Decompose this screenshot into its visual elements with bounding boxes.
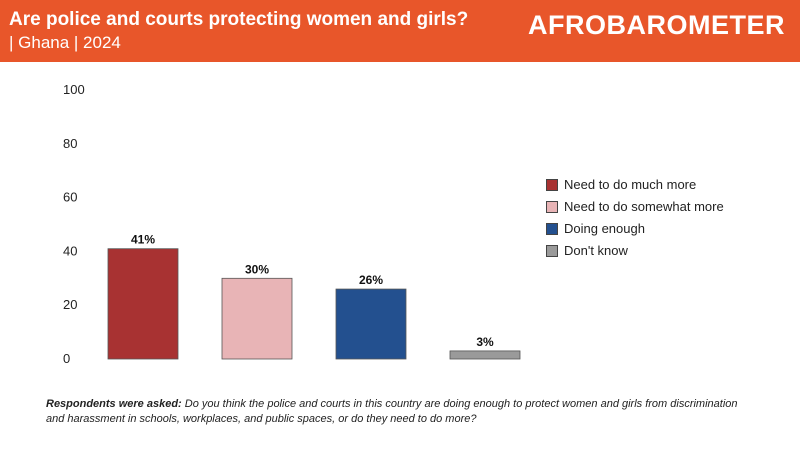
legend-swatch [546, 179, 558, 191]
survey-question-footnote: Respondents were asked: Do you think the… [46, 397, 756, 427]
legend-swatch [546, 245, 558, 257]
bar-2 [221, 277, 293, 360]
footnote-text: Do you think the police and courts in th… [46, 398, 738, 425]
legend-label: Don't know [564, 243, 628, 258]
legend-label: Doing enough [564, 221, 645, 236]
chart-title: Are police and courts protecting women a… [9, 9, 469, 30]
y-tick-label: 0 [63, 351, 70, 366]
legend-item: Doing enough [546, 220, 746, 237]
chart-legend: Need to do much more Need to do somewhat … [546, 176, 746, 264]
footnote-lead: Respondents were asked: [46, 398, 182, 410]
bar-value-label: 30% [245, 262, 269, 276]
bar-value-label: 26% [359, 273, 383, 287]
legend-item: Need to do somewhat more [546, 198, 746, 215]
y-tick-label: 20 [63, 297, 77, 312]
afrobarometer-logo: AFROBAROMETER [528, 10, 785, 40]
y-tick-label: 80 [63, 136, 77, 151]
legend-item: Don't know [546, 242, 746, 259]
y-tick-label: 40 [63, 243, 77, 258]
bar-4 [449, 350, 521, 360]
legend-swatch [546, 223, 558, 235]
y-tick-label: 60 [63, 190, 77, 205]
bar-3 [335, 288, 407, 360]
chart-subtitle: | Ghana | 2024 [9, 33, 121, 52]
legend-label: Need to do somewhat more [564, 199, 724, 214]
bar-1 [107, 248, 179, 360]
bar-value-label: 41% [131, 233, 155, 247]
bar-chart: 0 20 40 60 80 100 41% 30% 26% 3% [63, 82, 521, 366]
header-bar: Are police and courts protecting women a… [0, 0, 800, 62]
legend-label: Need to do much more [564, 177, 697, 192]
bar-value-label: 3% [476, 335, 494, 349]
y-tick-label: 100 [63, 82, 85, 97]
legend-swatch [546, 201, 558, 213]
legend-item: Need to do much more [546, 176, 746, 193]
